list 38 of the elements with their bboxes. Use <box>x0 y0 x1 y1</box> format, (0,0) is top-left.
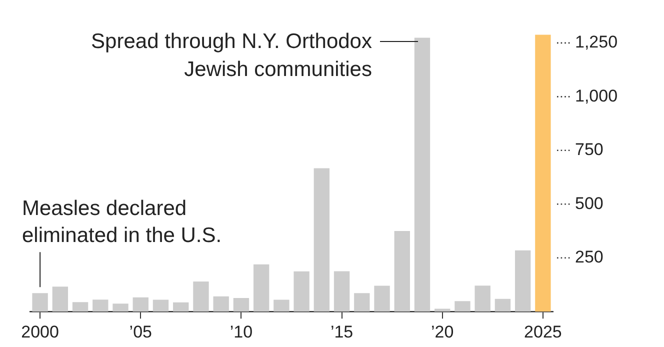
y-tick-label: 1,000 <box>575 86 618 106</box>
bar <box>152 300 169 312</box>
bar <box>193 282 209 312</box>
x-tick-label: ’20 <box>431 322 454 342</box>
x-tick-label: 2000 <box>21 322 59 342</box>
bar <box>414 38 430 312</box>
bar <box>334 271 350 312</box>
annotation: Spread through N.Y. Orthodox Jewish communities <box>91 30 372 81</box>
bar <box>92 300 108 312</box>
bar <box>314 168 330 312</box>
bar <box>112 304 128 312</box>
x-tick-label: 2025 <box>524 322 562 342</box>
x-tick-label: ’05 <box>129 322 152 342</box>
bar <box>72 302 88 312</box>
bar <box>52 286 68 312</box>
y-tick-label: 750 <box>575 140 604 160</box>
y-tick-label: 1,250 <box>575 32 618 52</box>
bar <box>213 296 229 312</box>
y-tick-label: 500 <box>575 194 604 213</box>
bar <box>494 298 511 312</box>
x-tick-label: ’15 <box>330 322 354 342</box>
bar <box>132 297 148 312</box>
bar <box>474 286 490 312</box>
bar <box>173 302 189 312</box>
bar <box>354 293 370 312</box>
bar <box>274 300 290 312</box>
annotation: Measles declared eliminated in the U.S. <box>22 197 222 248</box>
bar <box>454 301 470 312</box>
bar <box>294 271 310 312</box>
bar <box>374 286 390 312</box>
bar <box>394 231 410 312</box>
x-tick-label: ’10 <box>230 322 253 342</box>
bar <box>233 298 250 312</box>
y-tick-label: 250 <box>575 248 604 267</box>
bar <box>32 293 48 312</box>
bar <box>253 264 270 312</box>
bar <box>535 34 551 312</box>
bar <box>514 250 531 312</box>
